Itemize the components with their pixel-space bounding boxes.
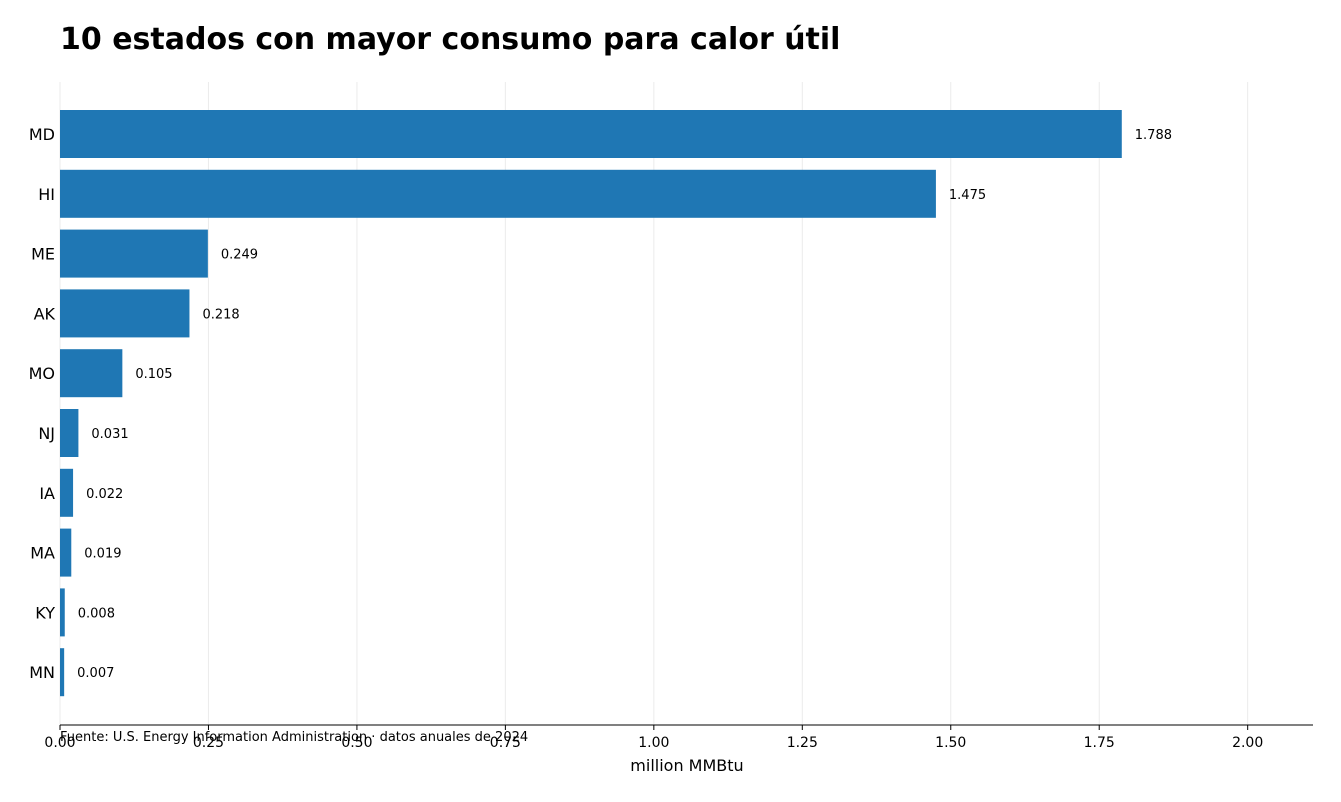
y-tick-label: AK [34,304,56,323]
bar-md [60,110,1122,158]
bar-nj [60,409,79,457]
value-label: 1.475 [949,188,986,203]
y-axis-tick-labels: MD HI ME AK MO NJ IA MA KY MN [29,125,56,682]
bar-ak [60,289,190,338]
x-tick-label: 1.25 [787,735,818,751]
x-tick-label: 0.50 [341,735,372,751]
x-tick-label: 2.00 [1232,735,1263,751]
y-tick-label: ME [31,245,55,264]
y-tick-label: MD [29,125,55,144]
value-labels: 1.788 1.475 0.249 0.218 0.105 0.031 0.022 0.019… [77,128,1172,681]
bar-ky [60,588,65,637]
value-label: 0.008 [78,606,115,621]
y-tick-label: KY [35,603,55,622]
value-label: 0.218 [202,307,239,322]
source-note: Fuente: U.S. Energy Information Administ… [60,730,529,745]
bars [60,110,1122,697]
y-tick-label: MN [29,663,55,682]
y-tick-label: IA [39,484,55,503]
x-tick-label: 1.50 [935,735,966,751]
x-tick-label: 1.75 [1084,735,1115,751]
bar-me [60,229,208,278]
x-tick-label: 0.00 [44,735,75,751]
value-label: 0.105 [135,367,172,382]
value-label: 0.022 [86,487,123,502]
bar-mo [60,349,123,398]
y-tick-label: MA [30,544,55,563]
value-label: 1.788 [1135,128,1172,143]
value-label: 0.249 [221,248,258,263]
x-tick-label: 0.75 [490,735,521,751]
x-tick-label: 0.25 [193,735,224,751]
y-tick-label: HI [38,185,55,204]
bar-ia [60,468,74,517]
x-axis-ticks: 0.00 0.25 0.50 0.75 1.00 1.25 1.50 1.75 2.00 [44,725,1263,751]
x-tick-label: 1.00 [638,735,669,751]
y-tick-label: MO [29,364,55,383]
y-tick-label: NJ [38,424,55,443]
bar-mn [60,648,65,697]
bar-hi [60,169,936,218]
chart-title: 10 estados con mayor consumo para calor … [60,22,841,57]
bar-ma [60,528,72,577]
value-label: 0.031 [91,427,128,442]
x-axis-label: million MMBtu [630,756,743,775]
value-label: 0.019 [84,547,121,562]
value-label: 0.007 [77,666,114,681]
